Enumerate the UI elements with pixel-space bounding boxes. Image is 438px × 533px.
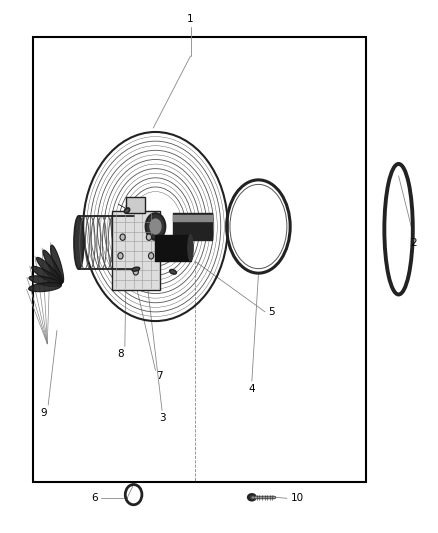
Ellipse shape <box>43 250 63 283</box>
Ellipse shape <box>124 208 130 213</box>
Ellipse shape <box>133 269 138 275</box>
Bar <box>126 197 145 213</box>
Ellipse shape <box>132 267 140 271</box>
Ellipse shape <box>29 276 61 287</box>
Ellipse shape <box>51 245 64 282</box>
Text: 8: 8 <box>117 350 124 359</box>
Text: 1: 1 <box>187 14 194 23</box>
Ellipse shape <box>28 282 61 292</box>
Ellipse shape <box>188 235 193 261</box>
Text: 10: 10 <box>291 494 304 503</box>
Ellipse shape <box>36 257 62 284</box>
Text: 6: 6 <box>91 494 98 503</box>
Ellipse shape <box>170 270 177 274</box>
Text: 5: 5 <box>268 307 275 317</box>
Ellipse shape <box>148 253 154 259</box>
Ellipse shape <box>118 253 123 259</box>
Text: 7: 7 <box>156 371 163 381</box>
Text: 9: 9 <box>40 408 47 418</box>
Ellipse shape <box>32 266 62 285</box>
Ellipse shape <box>145 213 165 240</box>
FancyBboxPatch shape <box>112 211 160 290</box>
Text: 2: 2 <box>410 238 417 247</box>
Text: 4: 4 <box>248 384 255 394</box>
Ellipse shape <box>146 234 152 240</box>
Bar <box>33 37 366 482</box>
Text: 3: 3 <box>159 414 166 423</box>
Ellipse shape <box>120 234 125 240</box>
Ellipse shape <box>248 494 256 500</box>
Ellipse shape <box>74 216 84 269</box>
Ellipse shape <box>150 219 161 234</box>
